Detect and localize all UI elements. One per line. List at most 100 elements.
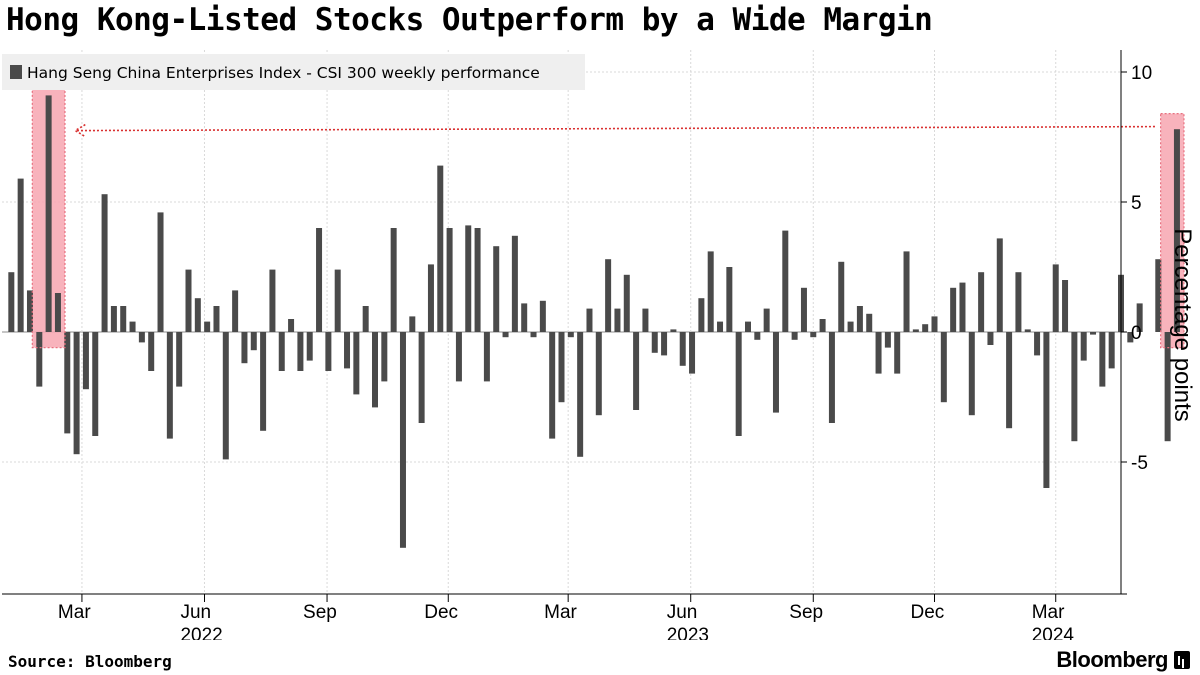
bar — [931, 316, 938, 332]
bar — [120, 306, 127, 332]
bar — [278, 332, 285, 371]
bar — [623, 274, 630, 332]
bar — [884, 332, 891, 348]
bar — [1052, 264, 1059, 332]
bar — [194, 298, 201, 332]
brand-logo: Bloomberg — [1056, 647, 1190, 673]
bar — [306, 332, 313, 361]
bar — [968, 332, 975, 416]
bar — [316, 228, 323, 332]
bar — [409, 316, 416, 332]
x-tick-label: Sep — [303, 602, 337, 623]
bar — [996, 238, 1003, 332]
bar — [250, 332, 257, 351]
bar — [148, 332, 155, 371]
bar — [26, 290, 33, 332]
bar — [232, 290, 239, 332]
bar — [502, 332, 509, 338]
bar — [129, 321, 136, 332]
bar — [726, 267, 733, 332]
highlight-box-border — [1160, 112, 1185, 349]
bar — [54, 293, 61, 332]
y-tick-label: 0 — [1131, 323, 1142, 344]
bloomberg-terminal-icon — [1174, 651, 1190, 669]
bar — [539, 300, 546, 332]
bar — [633, 332, 640, 410]
bar — [605, 259, 612, 332]
bar — [549, 332, 556, 439]
bar — [595, 332, 602, 416]
bar — [940, 332, 947, 403]
bar — [1080, 332, 1087, 361]
bar — [772, 332, 779, 413]
bar — [381, 332, 388, 382]
bar — [987, 332, 994, 345]
x-tick-label: Jun — [667, 602, 698, 623]
bar — [64, 332, 71, 434]
bar — [204, 321, 211, 332]
legend: Hang Seng China Enterprises Index - CSI … — [2, 54, 585, 90]
bar — [390, 228, 397, 332]
bar — [222, 332, 229, 460]
bar — [912, 329, 919, 332]
bar — [138, 332, 145, 343]
bar — [558, 332, 565, 403]
bar — [17, 178, 24, 332]
x-year-label: 2022 — [180, 625, 222, 640]
bar — [856, 306, 863, 332]
y-tick-label: -5 — [1131, 453, 1148, 474]
bar — [530, 332, 537, 338]
bar — [586, 308, 593, 332]
bar — [465, 225, 472, 332]
bar — [922, 324, 929, 332]
y-tick-label: 10 — [1131, 63, 1152, 84]
bar — [325, 332, 332, 371]
bar — [651, 332, 658, 353]
bar-layer — [8, 95, 1180, 548]
bar — [493, 246, 500, 332]
bar — [427, 264, 434, 332]
annotation-arrow-line — [75, 125, 1155, 132]
bar — [36, 332, 43, 387]
bar — [399, 332, 406, 548]
x-tick-label: Sep — [789, 602, 823, 623]
bar — [1108, 332, 1115, 369]
bar — [344, 332, 351, 369]
bar — [838, 261, 845, 332]
bar — [1127, 332, 1134, 343]
bar — [297, 332, 304, 371]
bar — [1024, 329, 1031, 332]
legend-label: Hang Seng China Enterprises Index - CSI … — [27, 64, 540, 82]
bar — [372, 332, 378, 408]
bar — [474, 228, 481, 332]
bar — [782, 230, 789, 332]
bar — [567, 332, 574, 338]
bar — [791, 332, 798, 340]
bar — [1062, 280, 1069, 332]
bar — [511, 235, 518, 332]
bar — [334, 269, 341, 332]
bar — [455, 332, 462, 382]
x-tick-label: Jun — [180, 602, 211, 623]
annotation-layer — [73, 123, 1155, 138]
source-note: Source: Bloomberg — [8, 652, 172, 671]
bar — [418, 332, 425, 423]
bar — [689, 332, 696, 374]
bar — [521, 303, 528, 332]
bar — [950, 287, 957, 332]
bar — [288, 319, 295, 332]
chart-title: Hong Kong-Listed Stocks Outperform by a … — [6, 2, 933, 38]
bar — [1090, 332, 1097, 335]
x-year-label: 2024 — [1032, 625, 1075, 640]
bar — [1006, 332, 1013, 429]
bar — [185, 269, 192, 332]
bar — [269, 269, 276, 332]
axis-layer: 10 5 0 -5 Mar Jun Sep Dec Mar Jun Sep Dec Mar 2022 202… — [2, 50, 1152, 640]
x-tick-label: Mar — [1032, 602, 1065, 623]
bar — [110, 306, 117, 332]
bar — [362, 306, 369, 332]
bar — [614, 308, 621, 332]
bar — [260, 332, 267, 431]
x-tick-label: Mar — [58, 602, 91, 623]
bar — [903, 251, 910, 332]
